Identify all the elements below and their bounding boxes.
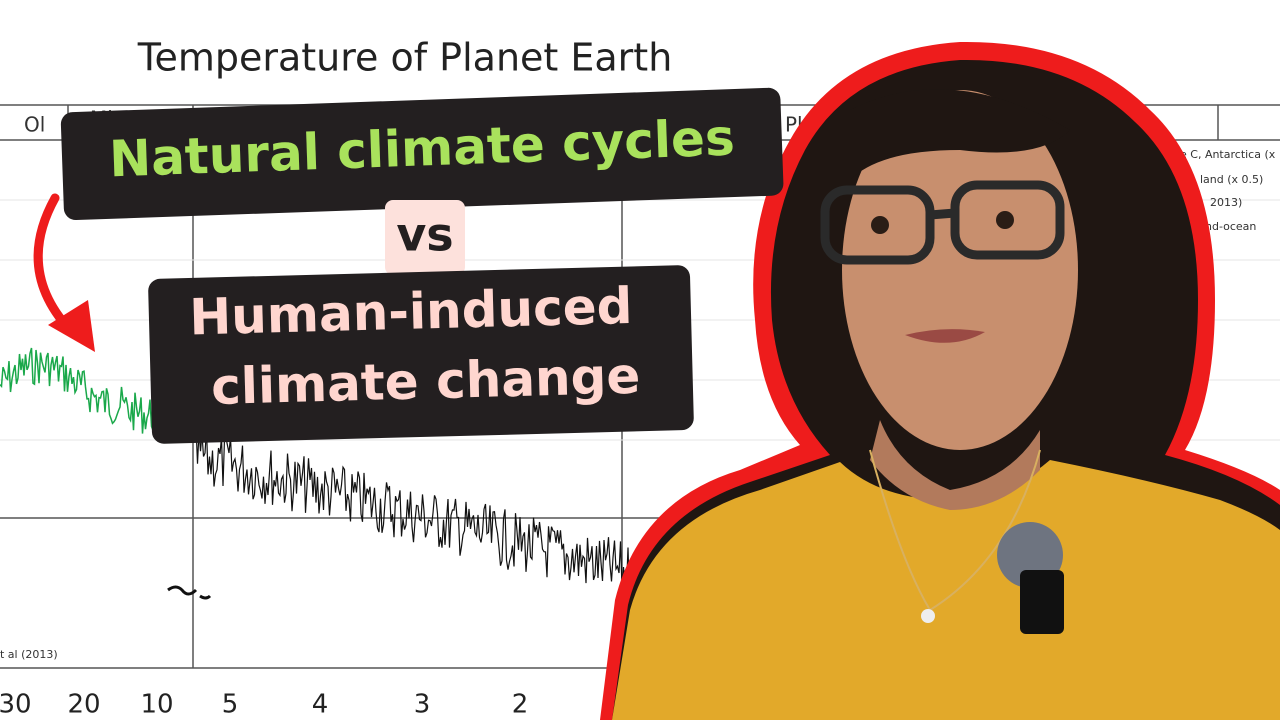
lens	[820, 185, 935, 265]
eye	[871, 216, 889, 234]
face	[842, 90, 1078, 450]
x-axis-labels: 30 20 10 5 4 3 2	[0, 690, 528, 720]
presenter	[600, 41, 1280, 720]
legend-text: land (x 0.5)	[1200, 173, 1263, 186]
x-tick-label: 5	[222, 690, 239, 720]
vs-box	[385, 200, 465, 275]
legend-text: 2013)	[1210, 196, 1242, 209]
arrow-head	[48, 300, 95, 352]
arrow	[33, 193, 95, 352]
x-tick-label: 4	[312, 690, 329, 720]
necklace	[869, 449, 1041, 611]
x-tick-label: 10	[140, 690, 173, 720]
break-symbol	[167, 585, 212, 600]
x-tick-label: 30	[0, 690, 32, 720]
period-label: Ol	[24, 113, 45, 137]
lens	[950, 180, 1065, 260]
fringe	[850, 89, 1070, 180]
caption-box	[60, 87, 784, 221]
vs-text: vs	[396, 208, 453, 262]
arrow-shaft	[33, 193, 75, 335]
shirt	[612, 460, 1280, 720]
x-tick-label: 20	[67, 690, 100, 720]
glasses	[820, 180, 1065, 265]
caption-text: climate change	[210, 347, 641, 416]
legend-text: e C, Antarctica (x	[1180, 148, 1276, 161]
neck	[870, 420, 1040, 510]
x-tick-label: 2	[512, 690, 529, 720]
caption-1: Natural climate cycles	[60, 87, 784, 221]
mouth	[905, 329, 985, 343]
chart-title: Temperature of Planet Earth	[137, 36, 673, 80]
black-trace	[192, 425, 641, 601]
caption-box	[148, 265, 694, 444]
legend-text: nd-ocean	[1205, 220, 1256, 233]
mic-body	[1020, 570, 1064, 634]
legend: e C, Antarctica (x land (x 0.5) 2013) nd…	[1180, 148, 1276, 233]
eye	[996, 211, 1014, 229]
pendant	[921, 609, 935, 623]
source-note: t al (2013)	[0, 648, 58, 661]
bridge	[929, 208, 956, 220]
caption-2: Human-induced climate change	[148, 265, 694, 444]
x-tick-label: 3	[414, 690, 431, 720]
caption-text: Human-induced	[189, 277, 633, 347]
